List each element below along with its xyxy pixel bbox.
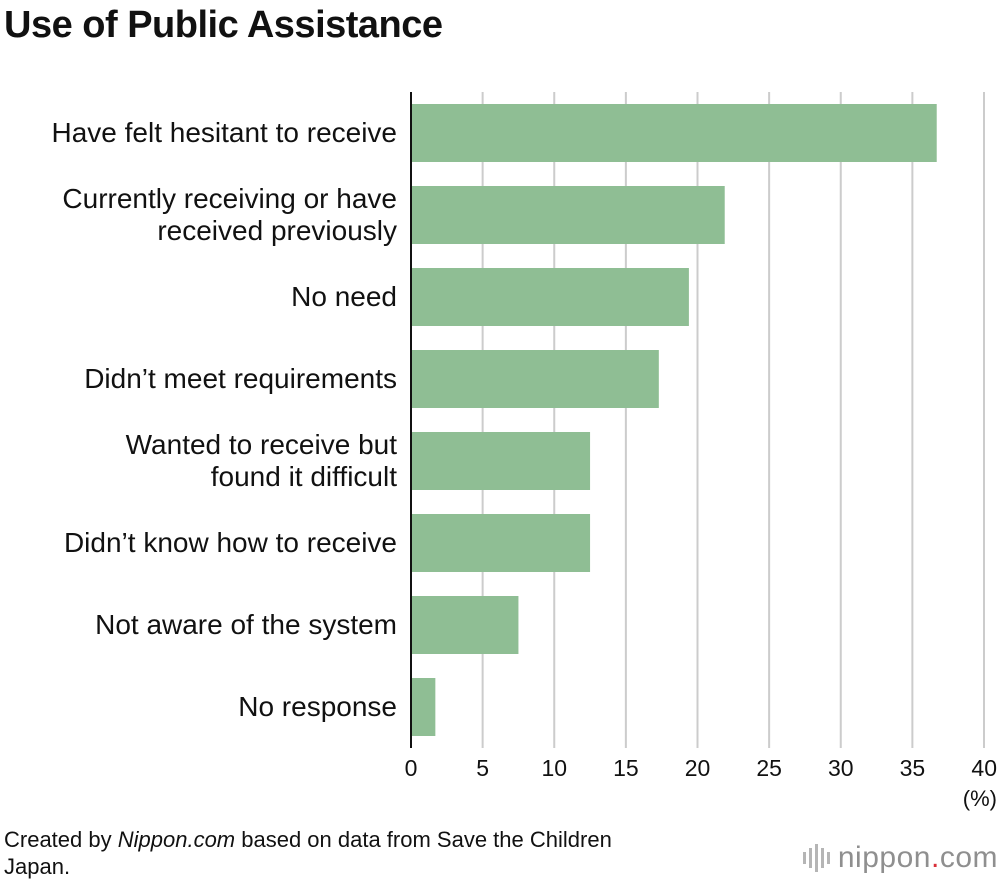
soundwave-icon (802, 844, 830, 872)
bar (411, 678, 436, 736)
bar (411, 432, 591, 490)
category-label: Currently receiving or have (62, 183, 397, 214)
x-tick-label: 25 (756, 755, 782, 781)
nippon-logo: nippon.com (802, 838, 998, 878)
source-prefix: Created by (4, 827, 118, 852)
bar (411, 186, 725, 244)
logo-wordmark: nippon.com (837, 841, 998, 874)
category-label: Have felt hesitant to receive (51, 117, 397, 148)
x-tick-label: 5 (476, 755, 489, 781)
category-label: No need (291, 281, 397, 312)
category-labels: Have felt hesitant to receive Currently r… (51, 117, 397, 722)
category-label: Didn’t meet requirements (84, 363, 397, 394)
x-tick-label: 40 (971, 755, 997, 781)
x-tick-label: 30 (828, 755, 854, 781)
x-tick-label: 20 (685, 755, 711, 781)
category-label: received previously (157, 215, 397, 246)
category-label: No response (238, 691, 397, 722)
x-tick-label: 35 (900, 755, 926, 781)
x-tick-label: 0 (405, 755, 418, 781)
category-label: Not aware of the system (95, 609, 397, 640)
category-label: Wanted to receive but (126, 429, 398, 460)
bar (411, 514, 591, 572)
source-site: Nippon.com (117, 827, 236, 852)
bar (411, 268, 689, 326)
bar (411, 104, 937, 162)
source-note: Created by Nippon.com based on data from… (4, 826, 644, 880)
category-label: found it difficult (211, 461, 397, 492)
x-tick-labels: 0 5 10 15 20 25 30 35 40 (405, 755, 997, 781)
chart-title: Use of Public Assistance (4, 4, 443, 46)
source-suffix: based on data from Save the Children Jap… (4, 827, 612, 879)
category-label: Didn’t know how to receive (64, 527, 397, 558)
bar (411, 350, 659, 408)
bar-chart: Have felt hesitant to receive Currently r… (51, 92, 997, 811)
bar (411, 596, 519, 654)
x-tick-label: 15 (613, 755, 639, 781)
x-tick-label: 10 (541, 755, 567, 781)
x-unit-label: (%) (963, 786, 997, 811)
bars (411, 104, 937, 736)
